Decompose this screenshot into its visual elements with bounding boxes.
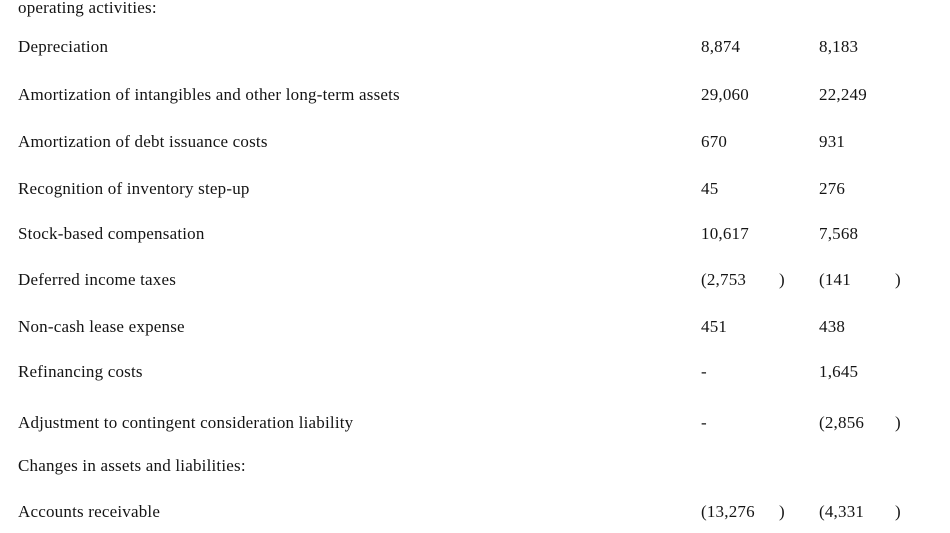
table-row: operating activities: [0,0,950,18]
value-col1: 670 [701,132,728,151]
value-col1: 451 [701,317,728,336]
table-row: Amortization of debt issuance costs 670 … [0,132,950,152]
paren-col2: ) [895,413,901,432]
value-col1: - [701,413,707,432]
row-label: Changes in assets and liabilities: [18,456,246,475]
paren-col1: ) [779,270,785,289]
value-col2: (141 [819,270,851,289]
value-col2: 438 [819,317,846,336]
value-col2: (2,856 [819,413,865,432]
paren-col1: ) [779,502,785,521]
table-row: Accounts receivable (13,276 ) (4,331 ) [0,502,950,522]
value-col1: 29,060 [701,85,749,104]
value-col1: 10,617 [701,224,749,243]
value-col1: - [701,362,707,381]
row-label: Depreciation [18,37,109,56]
value-col2: 22,249 [819,85,867,104]
table-row: Deferred income taxes (2,753 ) (141 ) [0,270,950,290]
row-label: Non-cash lease expense [18,317,185,336]
row-label: Adjustment to contingent consideration l… [18,413,354,432]
row-label: Refinancing costs [18,362,143,381]
value-col1: 8,874 [701,37,741,56]
table-row: Non-cash lease expense 451 438 [0,317,950,337]
paren-col2: ) [895,502,901,521]
row-label: operating activities: [18,0,157,17]
table-row: Recognition of inventory step-up 45 276 [0,179,950,199]
value-col1: 45 [701,179,719,198]
table-row: Depreciation 8,874 8,183 [0,37,950,57]
row-label: Amortization of debt issuance costs [18,132,268,151]
value-col2: 8,183 [819,37,859,56]
paren-col2: ) [895,270,901,289]
value-col2: 1,645 [819,362,859,381]
table-row: Changes in assets and liabilities: [0,456,950,476]
row-label: Deferred income taxes [18,270,177,289]
row-label: Amortization of intangibles and other lo… [18,85,400,104]
table-row: Refinancing costs - 1,645 [0,362,950,382]
row-label: Accounts receivable [18,502,161,521]
value-col2: (4,331 [819,502,865,521]
value-col1: (13,276 [701,502,755,521]
table-row: Stock-based compensation 10,617 7,568 [0,224,950,244]
value-col2: 276 [819,179,846,198]
table-row: Adjustment to contingent consideration l… [0,413,950,433]
value-col2: 7,568 [819,224,859,243]
table-row: Amortization of intangibles and other lo… [0,85,950,105]
row-label: Stock-based compensation [18,224,205,243]
value-col1: (2,753 [701,270,747,289]
value-col2: 931 [819,132,846,151]
row-label: Recognition of inventory step-up [18,179,250,198]
